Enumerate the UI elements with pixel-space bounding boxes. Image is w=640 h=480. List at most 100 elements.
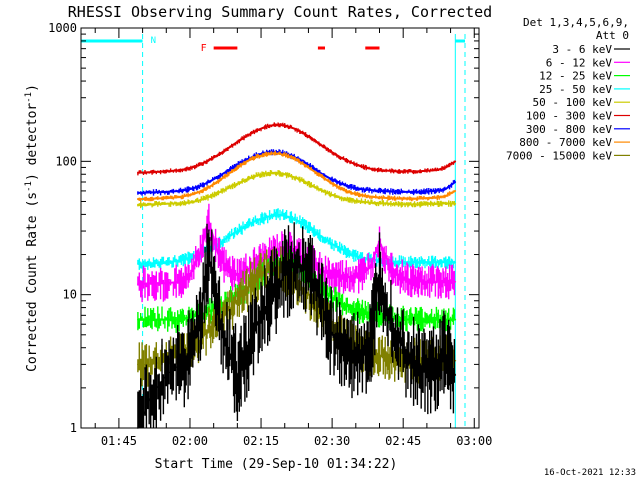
- legend-entry-label: 3 - 6 keV: [552, 43, 612, 56]
- data-point: [388, 263, 390, 265]
- y-tick-label: 1000: [48, 21, 77, 35]
- data-point: [388, 190, 390, 193]
- data-point: [217, 314, 220, 317]
- data-point: [331, 243, 333, 245]
- data-point: [359, 188, 362, 190]
- data-point: [179, 202, 182, 205]
- data-point: [435, 280, 438, 283]
- data-point: [378, 190, 381, 192]
- data-point: [378, 202, 381, 205]
- data-point: [264, 172, 267, 175]
- x-tick-label: 02:45: [385, 434, 421, 448]
- data-point: [189, 167, 191, 169]
- data-point: [236, 274, 239, 276]
- data-point: [302, 180, 305, 182]
- data-point: [445, 354, 447, 357]
- data-point: [445, 261, 447, 264]
- data-point: [255, 263, 258, 265]
- data-point: [378, 354, 381, 357]
- data-point: [426, 197, 428, 199]
- data-point: [407, 354, 409, 357]
- data-point: [416, 261, 419, 264]
- data-point: [359, 165, 362, 167]
- data-point: [179, 259, 182, 262]
- data-point: [293, 263, 296, 265]
- data-point: [208, 221, 210, 223]
- data-point: [151, 203, 153, 206]
- night-label: N: [151, 36, 156, 46]
- data-point: [312, 167, 314, 169]
- data-point: [151, 191, 153, 194]
- data-point: [179, 363, 182, 366]
- data-point: [397, 197, 400, 200]
- data-point: [321, 145, 324, 147]
- data-point: [312, 185, 314, 188]
- data-point: [227, 236, 229, 238]
- data-point: [369, 201, 371, 204]
- data-point: [236, 374, 239, 376]
- data-point: [208, 159, 210, 161]
- data-point: [435, 203, 438, 205]
- data-point: [359, 310, 362, 313]
- x-tick-label: 01:45: [101, 434, 137, 448]
- data-point: [151, 318, 153, 321]
- data-point: [302, 132, 305, 135]
- data-point: [340, 182, 343, 185]
- series-noise-band: [137, 222, 456, 428]
- axes: 1 10 100 1000 01:45 02:00 02:15 02:30 02:45 03:00: [48, 21, 492, 448]
- legend-entry-label: 50 - 100 keV: [533, 96, 613, 109]
- data-point: [340, 197, 343, 199]
- x-tick-label: 02:30: [314, 434, 350, 448]
- data-point: [217, 180, 220, 182]
- data-point: [227, 147, 229, 150]
- data-point: [378, 274, 381, 276]
- data-point: [397, 261, 400, 263]
- legend-header-detectors: Det 1,3,4,5,6,9,: [523, 16, 629, 29]
- data-point: [198, 253, 201, 256]
- data-point: [350, 186, 352, 188]
- data-point: [378, 169, 381, 171]
- data-point: [274, 213, 277, 216]
- data-point: [255, 278, 258, 281]
- data-point: [369, 266, 371, 269]
- data-point: [445, 188, 447, 190]
- data-point: [369, 346, 371, 349]
- data-point: [331, 334, 333, 336]
- data-point: [340, 157, 343, 159]
- data-point: [217, 175, 220, 178]
- y-tick-label: 100: [55, 154, 77, 168]
- data-point: [359, 274, 362, 276]
- data-point: [331, 274, 333, 276]
- data-point: [302, 266, 305, 269]
- data-point: [331, 182, 333, 185]
- data-point: [151, 363, 153, 366]
- data-point: [454, 203, 457, 205]
- data-point: [407, 170, 409, 173]
- data-point: [369, 189, 371, 191]
- data-point: [189, 188, 191, 190]
- data-point: [426, 318, 428, 321]
- data-point: [236, 166, 239, 169]
- data-point: [246, 224, 248, 227]
- data-point: [350, 306, 352, 309]
- data-point: [198, 191, 201, 193]
- data-point: [407, 278, 409, 281]
- data-point: [208, 328, 210, 331]
- data-point: [255, 174, 258, 177]
- data-point: [179, 196, 182, 198]
- data-point: [426, 261, 428, 264]
- data-point: [283, 173, 286, 176]
- data-point: [264, 153, 267, 156]
- data-point: [293, 218, 296, 220]
- data-point: [359, 354, 362, 357]
- chart-title: RHESSI Observing Summary Count Rates, Co…: [68, 3, 492, 21]
- data-point: [426, 371, 428, 374]
- data-point: [445, 166, 447, 169]
- data-point: [227, 270, 229, 272]
- data-point: [435, 196, 438, 199]
- data-point: [321, 190, 324, 192]
- data-point: [416, 280, 419, 283]
- y-axis-label-part2: ) detector: [25, 103, 40, 181]
- x-axis-label: Start Time (29-Sep-10 01:34:22): [155, 457, 398, 472]
